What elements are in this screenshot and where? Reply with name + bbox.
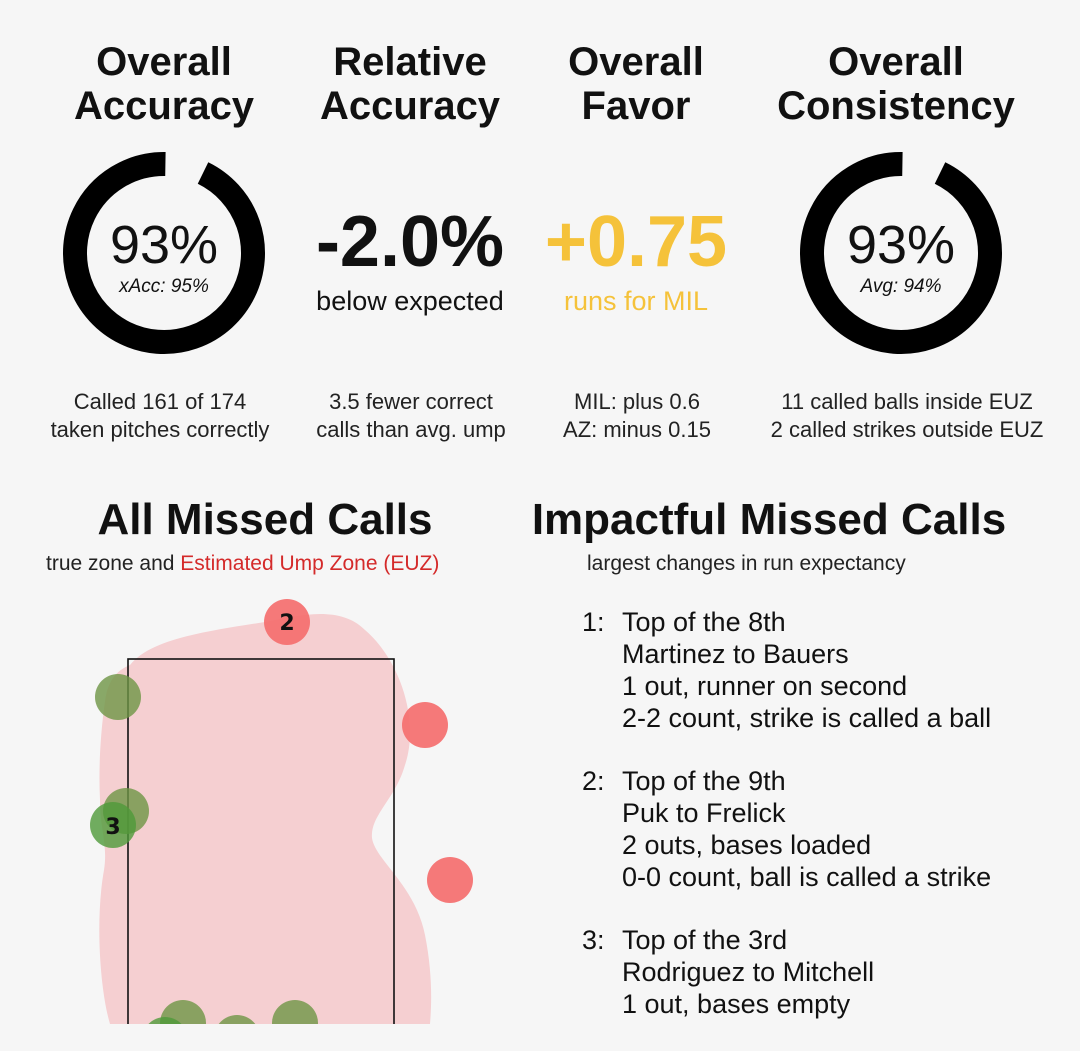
caption-line: AZ: minus 0.15 <box>563 417 711 442</box>
missed-calls-plot: 2 3 <box>90 599 473 1024</box>
xacc-value: xAcc: 95% <box>119 276 209 297</box>
title-line: Accuracy <box>73 84 255 128</box>
impactful-call-item: 2: Top of the 9th Puk to Frelick 2 outs,… <box>582 765 1062 893</box>
call-situation: 2 outs, bases loaded <box>622 830 872 860</box>
call-situation: 1 out, runner on second <box>622 671 908 701</box>
metric-title-relative-accuracy: Relative Accuracy <box>280 40 540 128</box>
subtitle-plain: true zone and <box>46 552 175 575</box>
title-line: Consistency <box>777 84 1015 128</box>
consistency-ring: 93% Avg: 94% <box>799 151 1003 355</box>
missed-call-dot <box>148 1017 182 1024</box>
impactful-call-item: 3: Top of the 3rd Rodriguez to Mitchell … <box>582 924 1062 1020</box>
all-missed-calls-subtitle: true zone and Estimated Ump Zone (EUZ) <box>46 552 439 576</box>
dot-label: 2 <box>279 611 294 636</box>
relative-accuracy-caption: 3.5 fewer correct calls than avg. ump <box>276 388 546 444</box>
true-strike-zone <box>127 658 395 1024</box>
title-line: Favor <box>581 84 691 128</box>
call-matchup: Puk to Frelick <box>622 798 786 828</box>
impactful-call-item: 1: Top of the 8th Martinez to Bauers 1 o… <box>582 606 1062 734</box>
subtitle-euz: Estimated Ump Zone (EUZ) <box>180 552 440 575</box>
consistency-avg: Avg: 94% <box>860 276 942 297</box>
accuracy-caption: Called 161 of 174 taken pitches correctl… <box>25 388 295 444</box>
metric-title-overall-consistency: Overall Consistency <box>766 40 1026 128</box>
call-inning: Top of the 9th <box>622 766 786 796</box>
caption-line: 3.5 fewer correct <box>329 389 493 414</box>
title-line: Overall <box>568 40 704 84</box>
favor-sub: runs for MIL <box>563 286 709 316</box>
title-line: Accuracy <box>319 84 501 128</box>
donut-ring-icon <box>800 152 1002 354</box>
accuracy-ring: 93% xAcc: 95% <box>62 151 266 355</box>
call-number: 2: <box>582 766 605 796</box>
caption-line: taken pitches correctly <box>50 417 270 442</box>
call-description: 2-2 count, strike is called a ball <box>622 703 992 733</box>
missed-call-dot <box>427 857 473 903</box>
missed-call-dot <box>90 802 136 848</box>
caption-line: calls than avg. ump <box>316 417 506 442</box>
missed-call-dot <box>272 1000 318 1024</box>
dot-label: 3 <box>105 815 120 840</box>
title-line: Overall <box>828 40 964 84</box>
missed-call-dot <box>264 599 310 645</box>
metric-title-overall-accuracy: Overall Accuracy <box>34 40 294 128</box>
impactful-missed-calls-title: Impactful Missed Calls <box>531 495 1007 544</box>
caption-line: 11 called balls inside EUZ <box>781 389 1033 414</box>
favor-value: +0.75 <box>544 202 728 282</box>
call-number: 1: <box>582 607 605 637</box>
missed-call-dots: 2 3 <box>90 599 473 1024</box>
title-line: Overall <box>96 40 232 84</box>
missed-call-dot <box>402 702 448 748</box>
impactful-calls-list: 1: Top of the 8th Martinez to Bauers 1 o… <box>582 606 1062 1051</box>
consistency-value: 93% <box>846 215 956 275</box>
missed-call-dot <box>218 1015 256 1024</box>
call-inning: Top of the 8th <box>622 607 786 637</box>
donut-ring-icon <box>63 152 265 354</box>
title-line: Relative <box>333 40 487 84</box>
relative-accuracy-sub: below expected <box>316 286 504 316</box>
estimated-ump-zone <box>99 613 432 1024</box>
relative-accuracy-value: -2.0% <box>315 202 505 282</box>
metric-title-overall-favor: Overall Favor <box>506 40 766 128</box>
consistency-caption: 11 called balls inside EUZ 2 called stri… <box>757 388 1057 444</box>
all-missed-calls-title: All Missed Calls <box>97 495 433 544</box>
caption-line: MIL: plus 0.6 <box>574 389 700 414</box>
ring-center: 93% Avg: 94% <box>799 151 1003 355</box>
call-matchup: Martinez to Bauers <box>622 639 849 669</box>
ring-center: 93% xAcc: 95% <box>62 151 266 355</box>
call-matchup: Rodriguez to Mitchell <box>622 957 875 987</box>
call-inning: Top of the 3rd <box>622 925 788 955</box>
call-situation: 1 out, bases empty <box>622 989 851 1019</box>
caption-line: 2 called strikes outside EUZ <box>770 417 1044 442</box>
call-description: 0-0 count, ball is called a strike <box>622 862 992 892</box>
favor-caption: MIL: plus 0.6 AZ: minus 0.15 <box>502 388 772 444</box>
impactful-missed-calls-subtitle: largest changes in run expectancy <box>587 552 906 575</box>
missed-call-dot <box>95 674 141 720</box>
caption-line: Called 161 of 174 <box>73 389 247 414</box>
call-number: 3: <box>582 925 605 955</box>
accuracy-value: 93% <box>109 215 219 275</box>
